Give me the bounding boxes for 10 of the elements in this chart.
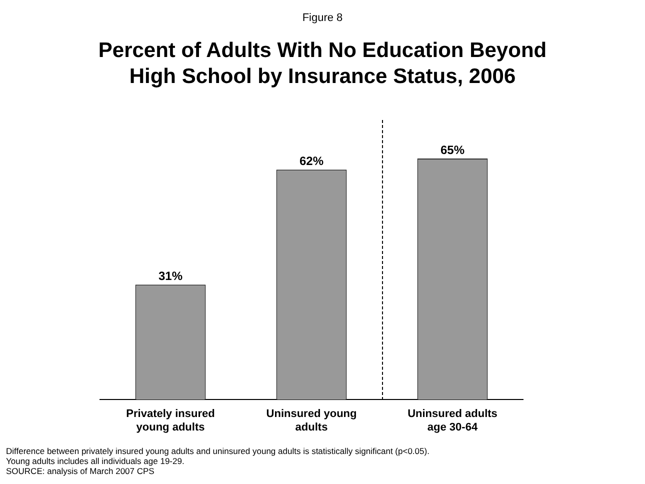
chart-subtitle: Figure 8 bbox=[301, 12, 344, 24]
chart-title: Percent of Adults With No Education Beyond High School by Insurance Status, 2006 bbox=[97, 38, 548, 90]
text: Difference between privately insured young adults and uninsured young adults is statistically significant (p<0.05). Young adults includes all individuals age 19-29. bbox=[6, 446, 430, 466]
data-label: 31% bbox=[158, 268, 183, 283]
data-label: 65% bbox=[440, 142, 465, 157]
x-tick-label: Privately insured young adults bbox=[126, 408, 215, 434]
x-tick-label: Uninsured adults age 30-64 bbox=[408, 408, 498, 434]
x-tick-label: Uninsured young adults bbox=[266, 408, 357, 434]
source-note: SOURCE: analysis of March 2007 CPS bbox=[6, 466, 156, 476]
data-label: 62% bbox=[299, 154, 324, 168]
